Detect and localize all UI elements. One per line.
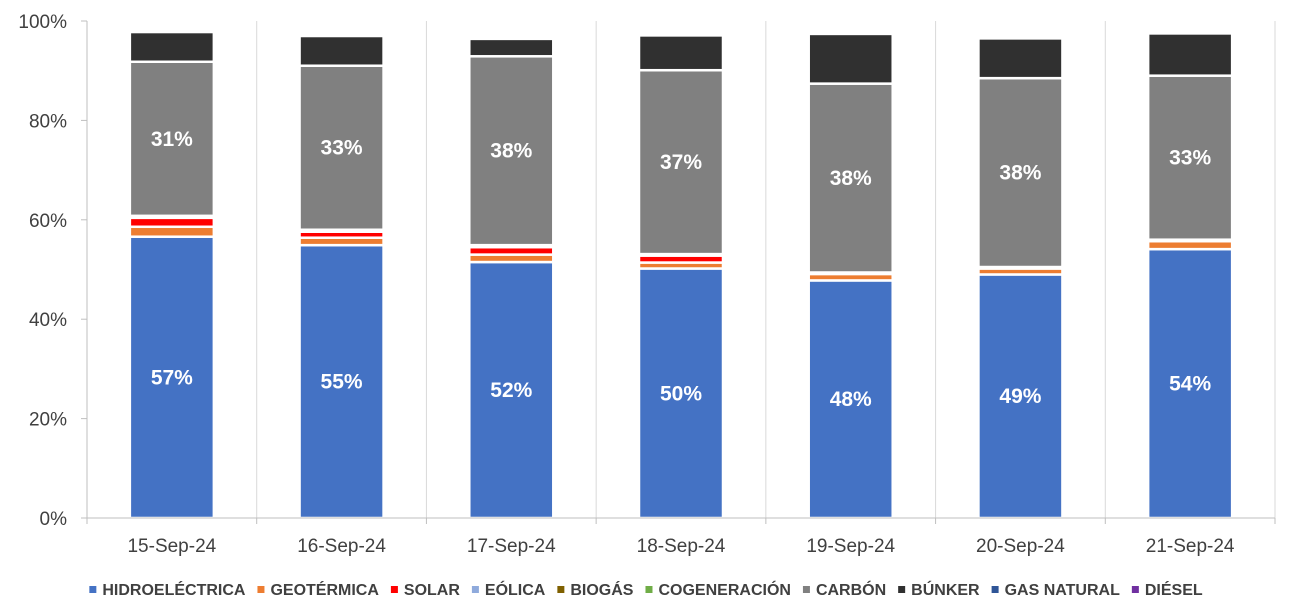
legend-swatch [89,586,97,593]
legend-item: BÚNKER [898,580,980,599]
legend-label: DIÉSEL [1145,580,1203,599]
legend-item: CARBÓN [802,580,886,599]
legend-label: GAS NATURAL [1005,582,1120,599]
legend-label: SOLAR [404,582,460,599]
x-tick-label: 18-Sep-24 [637,536,726,557]
chart-data-labels: 57% 31% 55% 33% 52% 38% 50% 37% 48% 38% 49% 38% 54% 3… [151,128,1212,411]
x-tick-label: 19-Sep-24 [806,536,895,557]
data-label: 49% [999,385,1041,408]
legend-label: EÓLICA [485,580,546,599]
data-label: 38% [999,162,1041,185]
bar-segment [468,37,555,58]
chart-axes: 0% 20% 40% 60% 80% 100% 15-Sep-24 16-Sep-24 17-S… [18,12,1276,557]
legend-swatch [991,586,999,593]
bar-segment [128,30,216,64]
data-label: 48% [830,388,872,411]
legend-item: EÓLICA [471,580,546,599]
legend-swatch [257,586,265,593]
data-label: 31% [151,128,193,151]
chart-legend: HIDROELÉCTRICA GEOTÉRMICA SOLAR EÓLICA BIOGÁ… [89,580,1203,599]
bar-segment [1146,74,1234,241]
legend-label: CARBÓN [816,580,886,599]
x-tick-label: 17-Sep-24 [467,536,556,557]
legend-label: HIDROELÉCTRICA [102,580,246,599]
legend-swatch [471,586,479,593]
data-label: 50% [660,382,702,405]
x-tick-label: 15-Sep-24 [127,536,216,557]
x-tick-label: 16-Sep-24 [297,536,386,557]
bar-segment [128,225,216,238]
bar-segment [468,260,555,520]
legend-item: GEOTÉRMICA [257,580,379,599]
data-label: 52% [490,379,532,402]
bar-segment [977,37,1064,80]
legend-swatch [1131,586,1139,593]
y-tick-label: 60% [29,211,67,232]
legend-label: GEOTÉRMICA [270,580,379,599]
legend-swatch [557,586,565,593]
legend-item: GAS NATURAL [991,582,1120,599]
bar-segment [1146,247,1234,520]
bar-segment [128,235,216,520]
y-tick-label: 40% [29,310,67,331]
legend-item: BIOGÁS [557,580,634,599]
chart-bars [128,29,1234,520]
y-tick-label: 100% [18,12,67,33]
legend-label: COGENERACIÓN [658,580,790,599]
legend-item: DIÉSEL [1131,580,1203,599]
bar-segment [807,32,894,85]
bar-segment [637,34,725,72]
bar-segment [468,55,555,247]
data-label: 38% [490,140,532,163]
legend-item: COGENERACIÓN [645,580,791,599]
x-tick-label: 21-Sep-24 [1146,536,1235,557]
bar-segment [298,64,385,231]
bar-segment [128,29,216,34]
chart-gridlines [86,21,1276,518]
x-tick-label: 20-Sep-24 [976,536,1065,557]
y-tick-label: 20% [29,410,67,431]
bar-segment [637,68,725,256]
bar-segment [637,267,725,520]
bar-segment [298,33,385,38]
legend-item: HIDROELÉCTRICA [89,580,246,599]
bar-segment [128,216,216,229]
data-label: 54% [1169,373,1211,396]
y-tick-label: 80% [29,111,67,132]
legend-swatch [645,586,653,593]
bar-segment [298,34,385,67]
legend-swatch [390,586,398,593]
data-label: 33% [321,137,363,160]
data-label: 57% [151,366,193,389]
data-label: 38% [830,167,872,190]
legend-swatch [898,586,906,593]
legend-item: SOLAR [390,582,460,599]
data-label: 37% [660,151,702,174]
bar-segment [1146,32,1234,77]
legend-label: BÚNKER [911,580,980,599]
data-label: 33% [1169,147,1211,170]
bar-segment [298,243,385,520]
legend-swatch [802,586,810,593]
legend-label: BIOGÁS [570,580,633,599]
y-tick-label: 0% [40,509,68,530]
data-label: 55% [321,371,363,394]
bar-segment [128,60,216,218]
